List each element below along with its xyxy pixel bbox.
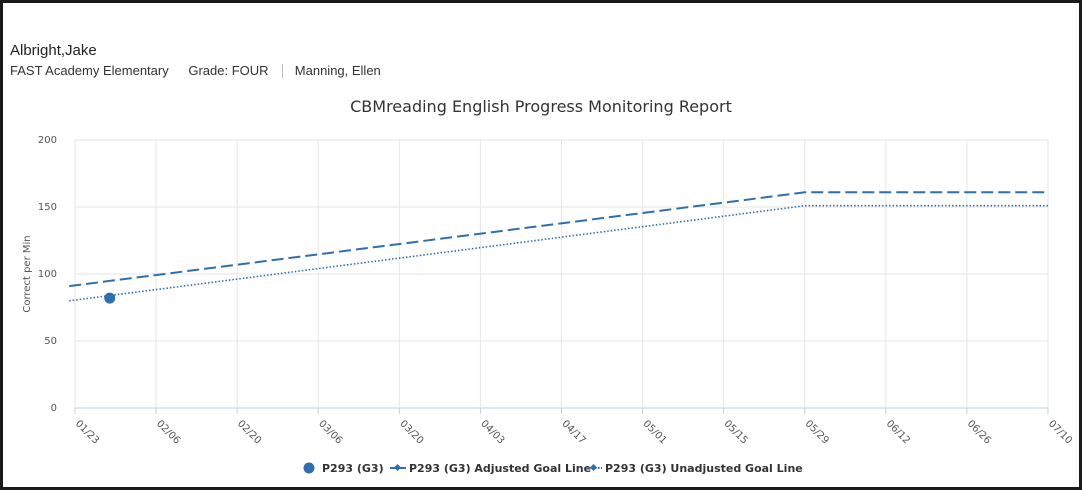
- data-point: [104, 292, 116, 304]
- unadjusted-goal-line: [69, 204, 1048, 302]
- y-tick-label: 50: [44, 336, 57, 347]
- student-name: Albright,Jake: [10, 42, 97, 59]
- legend-diamond-icon: [589, 463, 598, 472]
- legend-label: P293 (G3) Adjusted Goal Line: [409, 462, 591, 475]
- x-tick-label: 05/15: [722, 418, 750, 446]
- y-axis-label: Correct per Min: [22, 235, 33, 312]
- student-meta: FAST Academy Elementary Grade: FOUR Mann…: [10, 62, 381, 79]
- legend-diamond-icon: [393, 463, 402, 472]
- legend-label: P293 (G3) Unadjusted Goal Line: [605, 462, 803, 475]
- x-tick-label: 02/06: [154, 418, 182, 446]
- x-tick-label: 07/10: [1046, 418, 1074, 446]
- x-tick-label: 01/23: [73, 418, 101, 446]
- x-tick-label: 05/01: [640, 418, 668, 446]
- chart-legend: P293 (G3) P293 (G3) Adjusted Goal Line P29…: [303, 462, 803, 475]
- school-name: FAST Academy Elementary: [10, 62, 169, 78]
- grade-label: Grade: FOUR: [188, 62, 269, 78]
- teacher-name: Manning, Ellen: [294, 62, 381, 78]
- x-tick-label: 04/17: [559, 418, 587, 446]
- student-header: Albright,Jake FAST Academy Elementary Gr…: [10, 42, 381, 79]
- x-tick-label: 05/29: [803, 418, 831, 446]
- y-tick-label: 100: [38, 269, 57, 280]
- legend-label: P293 (G3): [322, 462, 384, 475]
- chart-title: CBMreading English Progress Monitoring R…: [350, 97, 732, 116]
- meta-divider: [282, 63, 284, 78]
- y-tick-label: 150: [38, 202, 57, 213]
- x-tick-label: 04/03: [478, 418, 506, 446]
- y-tick-label: 200: [38, 135, 57, 146]
- x-tick-label: 03/06: [316, 418, 344, 446]
- y-tick-label: 0: [51, 403, 57, 414]
- x-tick-label: 06/26: [965, 418, 993, 446]
- x-tick-label: 03/20: [397, 418, 425, 446]
- x-tick-label: 06/12: [884, 418, 912, 446]
- adjusted-goal-line: [69, 191, 1048, 288]
- legend-marker-icon: [303, 462, 315, 474]
- x-tick-label: 02/20: [235, 418, 263, 446]
